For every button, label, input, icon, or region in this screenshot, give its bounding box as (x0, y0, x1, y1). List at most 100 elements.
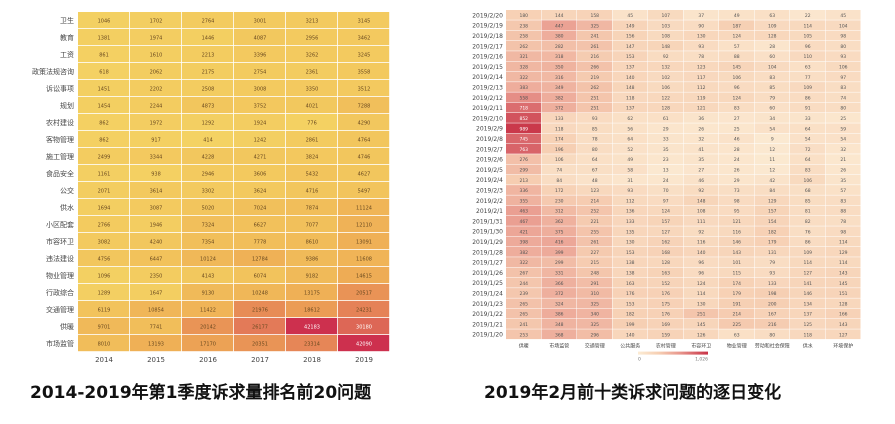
heatmap-cell (648, 257, 683, 267)
heatmap-cell (683, 205, 719, 216)
heatmap-cell (719, 236, 754, 247)
heatmap-cell (683, 133, 719, 144)
cell-value-label: 112 (697, 85, 706, 91)
heatmap-cell (612, 246, 648, 257)
heatmap-cell (754, 277, 790, 288)
heatmap-cell (286, 97, 338, 114)
cell-value-label: 96 (698, 270, 704, 276)
cell-value-label: 128 (661, 260, 670, 266)
heatmap-cell (577, 30, 612, 41)
cell-value-label: 325 (590, 23, 599, 29)
heatmap-cell (612, 205, 648, 216)
heatmap-cell (506, 71, 541, 82)
cell-value-label: 42090 (356, 342, 372, 348)
cell-value-label: 382 (519, 250, 528, 256)
legend-min-label: 0 (638, 357, 641, 363)
heatmap-cell (612, 71, 648, 82)
heatmap-cell (506, 174, 541, 185)
heatmap-cell (612, 30, 648, 41)
heatmap-cell (790, 61, 825, 72)
heatmap-cell (683, 113, 719, 123)
cell-value-label: 316 (555, 75, 564, 81)
heatmap-cell (182, 12, 234, 29)
heatmap-cell (541, 236, 577, 247)
heatmap-cell (78, 199, 130, 216)
cell-value-label: 140 (697, 250, 706, 256)
cell-value-label: 45 (840, 13, 846, 19)
cell-value-label: 172 (555, 188, 564, 194)
heatmap-cell (683, 298, 719, 309)
heatmap-cell (338, 284, 390, 301)
cell-value-label: 9130 (202, 291, 215, 297)
y-tick-label: 2019/1/29 (472, 239, 503, 246)
cell-value-label: 76 (805, 229, 811, 235)
cell-value-label: 80 (840, 44, 846, 50)
heatmap-cell (719, 123, 754, 134)
cell-value-label: 6627 (254, 223, 267, 229)
heatmap-cell (130, 80, 182, 97)
cell-value-label: 63 (734, 332, 740, 338)
cell-value-label: 30180 (356, 325, 372, 331)
heatmap-cell (78, 148, 130, 165)
heatmap-cell (683, 92, 719, 103)
cell-value-label: 127 (803, 270, 812, 276)
x-tick-label: 2018 (303, 356, 321, 364)
cell-value-label: 116 (732, 229, 741, 235)
heatmap-cell (577, 123, 612, 134)
heatmap-cell (286, 216, 338, 233)
cell-value-label: 135 (626, 229, 635, 235)
cell-value-label: 176 (661, 291, 670, 297)
cell-value-label: 114 (697, 291, 706, 297)
x-tick-label: 2015 (147, 356, 165, 364)
heatmap-cell (790, 246, 825, 257)
heatmap-cell (612, 277, 648, 288)
heatmap-cell (719, 164, 754, 175)
cell-value-label: 258 (519, 34, 528, 40)
cell-value-label: 215 (590, 260, 599, 266)
cell-value-label: 375 (555, 229, 564, 235)
cell-value-label: 121 (732, 219, 741, 225)
heatmap-cell (719, 246, 754, 257)
cell-value-label: 4271 (254, 155, 267, 161)
heatmap-cell (541, 10, 577, 20)
heatmap-cell (612, 133, 648, 144)
heatmap-cell (541, 216, 577, 226)
cell-value-label: 28 (734, 147, 740, 153)
heatmap-cell (719, 185, 754, 195)
heatmap-cell (78, 267, 130, 284)
cell-value-label: 130 (626, 240, 635, 246)
y-tick-label: 2019/2/8 (476, 136, 503, 143)
heatmap-cell (754, 174, 790, 185)
cell-value-label: 80 (840, 106, 846, 112)
heatmap-cell (683, 185, 719, 195)
heatmap-cell (825, 298, 861, 309)
cell-value-label: 109 (803, 250, 812, 256)
heatmap-cell (234, 165, 286, 182)
cell-value-label: 143 (839, 270, 848, 276)
cell-value-label: 147 (626, 44, 635, 50)
heatmap-cell (790, 20, 825, 31)
heatmap-cell (506, 92, 541, 103)
cell-value-label: 2499 (98, 155, 111, 161)
cell-value-label: 104 (839, 23, 848, 29)
heatmap-cell (234, 301, 286, 318)
heatmap-cell (754, 20, 790, 31)
y-tick-label: 2019/2/15 (472, 64, 503, 71)
heatmap-cell (541, 82, 577, 92)
heatmap-cell (577, 113, 612, 123)
cell-value-label: 241 (519, 322, 528, 328)
cell-value-label: 9 (771, 137, 774, 143)
cell-value-label: 83 (840, 198, 846, 204)
heatmap-cell (541, 174, 577, 185)
heatmap-cell (577, 92, 612, 103)
cell-value-label: 168 (661, 250, 670, 256)
cell-value-label: 5432 (306, 172, 319, 178)
y-tick-label: 2019/1/21 (472, 321, 503, 328)
cell-value-label: 29 (734, 178, 740, 184)
cell-value-label: 2213 (202, 53, 215, 59)
heatmap-cell (719, 113, 754, 123)
heatmap-cell (825, 236, 861, 247)
cell-value-label: 138 (626, 260, 635, 266)
heatmap-cell (541, 205, 577, 216)
heatmap-cell (612, 92, 648, 103)
